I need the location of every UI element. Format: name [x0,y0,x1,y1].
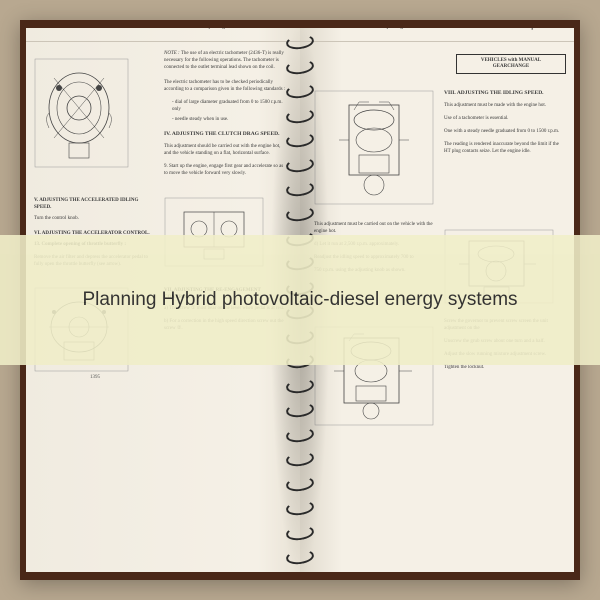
binding-ring [285,401,315,419]
binding-ring [285,524,315,542]
lower-text8: Tighten the locknut. [444,364,566,371]
binding-ring [285,450,315,468]
section-v-heading: V. ADJUSTING THE ACCELERATED IDLING SPEE… [34,197,156,211]
binding-ring [285,58,315,76]
section-viii-step2: One with a steady needle graduated from … [444,128,566,135]
binding-ring [285,475,315,493]
spec-0: - dial of large diameter graduated from … [164,99,286,113]
left-figure-top [34,58,156,168]
binding-ring [285,549,315,567]
binding-ring [285,181,315,199]
binding-ring [285,377,315,395]
binding-ring [285,205,315,223]
binding-ring [285,132,315,150]
binding-ring [285,156,315,174]
overlay-title: Planning Hybrid photovoltaic-diesel ener… [82,287,517,313]
note2: The electric tachometer has to be checke… [164,79,286,93]
section-viii-step1: Use of a tachometer is essential. [444,115,566,122]
section-viii-text: This adjustment must be made with the en… [444,102,566,109]
vehicle-box-line2: GEARCHANGE [463,64,559,70]
binding-ring [285,426,315,444]
left-note-block: NOTE : The use of an electric tachometer… [164,50,286,71]
title-overlay-band: Planning Hybrid photovoltaic-diesel ener… [0,235,600,365]
note-text: The use of an electric tachometer (2436-… [164,51,284,70]
binding-ring [285,107,315,125]
section-iv-heading: IV. ADJUSTING THE CLUTCH DRAG SPEED. [164,131,286,139]
binding-ring [285,499,315,517]
spec-1: - needle steady when in use. [164,116,286,123]
binding-ring [285,33,315,51]
binding-ring [285,82,315,100]
section-viii-step3: The reading is rendered inaccurate beyon… [444,141,566,155]
lower-text1: This adjustment must be carried out on t… [314,221,436,235]
section-iv-step9: 9. Start up the engine, engage first gea… [164,163,286,177]
figure-bottom-number: 1395 [34,374,156,381]
vehicle-box: VEHICLES with MANUAL GEARCHANGE [456,54,566,74]
section-viii-heading: VIII. ADJUSTING THE IDLING SPEED. [444,90,566,98]
section-iv-text: This adjustment should be carried out wi… [164,143,286,157]
right-figure-top [314,90,436,205]
note-label: NOTE : [164,51,180,56]
section-v-text: Turn the control knob. [34,215,156,222]
